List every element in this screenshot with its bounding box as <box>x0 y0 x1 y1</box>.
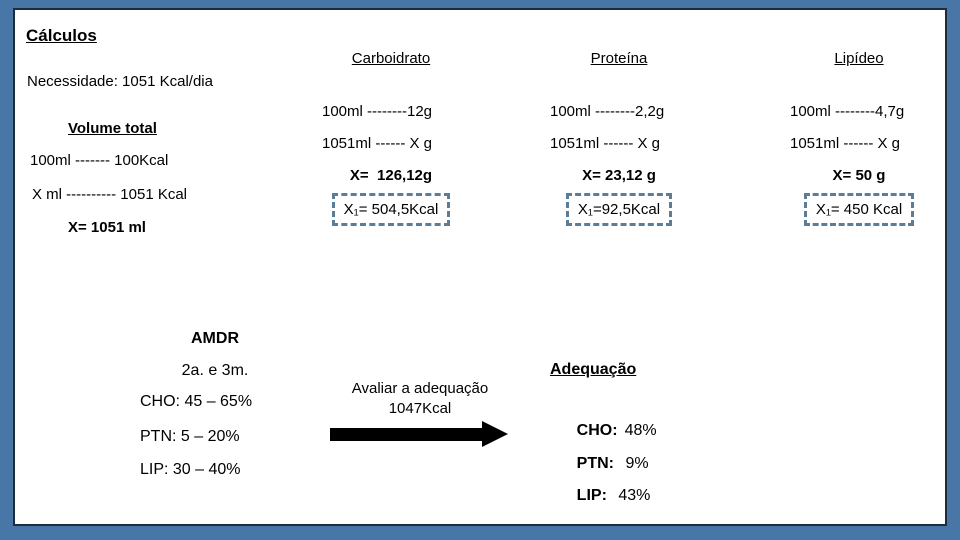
adequacy-cho-label: CHO: <box>576 422 618 439</box>
amdr-ptn-range: PTN: 5 – 20% <box>140 428 240 445</box>
column-result: X= 50 g <box>832 167 886 184</box>
volume-line-2: X ml ---------- 1051 Kcal <box>32 186 188 203</box>
adequacy-heading: Adequação <box>550 361 637 378</box>
right-arrow-head-icon <box>482 421 508 447</box>
boxed-result: X₁= 504,5Kcal <box>331 193 451 226</box>
column-line-2: 1051ml ------ X g <box>322 135 433 152</box>
column-result: X= 126,12g <box>349 167 433 184</box>
column-box-wrapper: X₁= 504,5Kcal <box>320 193 462 226</box>
volume-total-heading: Volume total <box>68 120 157 137</box>
boxed-result: X₁=92,5Kcal <box>565 193 673 226</box>
boxed-result: X₁= 450 Kcal <box>803 193 915 226</box>
adequacy-cho-item: CHO: 48% <box>550 404 657 458</box>
column-result: X= 23,12 g <box>582 167 656 184</box>
necessity-text: Necessidade: 1051 Kcal/dia <box>27 73 213 90</box>
adequacy-note-line-1: Avaliar a adequação <box>351 380 489 397</box>
lipid-column: Lipídeo 100ml --------4,7g 1051ml ------… <box>788 50 930 245</box>
column-header-proteina: Proteína <box>590 50 648 67</box>
slide-title: Cálculos <box>26 26 97 45</box>
volume-line-1: 100ml ------- 100Kcal <box>30 152 169 169</box>
column-line-1: 100ml --------4,7g <box>790 103 905 120</box>
adequacy-ptn-value: 9% <box>621 455 649 472</box>
slide-frame: Cálculos Necessidade: 1051 Kcal/dia Volu… <box>13 8 947 526</box>
adequacy-lip-label: LIP: <box>576 487 607 504</box>
adequacy-ptn-label: PTN: <box>576 455 614 472</box>
carbohydrate-column: Carboidrato 100ml --------12g 1051ml ---… <box>320 50 462 245</box>
volume-result: X= 1051 ml <box>68 219 146 236</box>
column-box-wrapper: X₁=92,5Kcal <box>548 193 690 226</box>
right-arrow-icon <box>330 428 482 441</box>
column-header-carboidrato: Carboidrato <box>351 50 431 67</box>
adequacy-ptn-item: PTN: 9% <box>550 437 649 491</box>
protein-column: Proteína 100ml --------2,2g 1051ml -----… <box>548 50 690 245</box>
amdr-lip-range: LIP: 30 – 40% <box>140 461 241 478</box>
adequacy-note-line-2: 1047Kcal <box>388 400 452 417</box>
column-header-lipideo: Lipídeo <box>834 50 884 67</box>
adequacy-cho-value: 48% <box>624 422 657 439</box>
amdr-cho-range: CHO: 45 – 65% <box>140 393 253 410</box>
column-line-2: 1051ml ------ X g <box>550 135 661 152</box>
amdr-heading: AMDR <box>191 330 239 347</box>
column-line-2: 1051ml ------ X g <box>790 135 901 152</box>
column-line-1: 100ml --------2,2g <box>550 103 665 120</box>
column-box-wrapper: X₁= 450 Kcal <box>788 193 930 226</box>
amdr-age-note: 2a. e 3m. <box>181 362 249 379</box>
column-line-1: 100ml --------12g <box>322 103 433 120</box>
adequacy-lip-item: LIP: 43% <box>550 469 651 523</box>
adequacy-lip-value: 43% <box>613 487 651 504</box>
